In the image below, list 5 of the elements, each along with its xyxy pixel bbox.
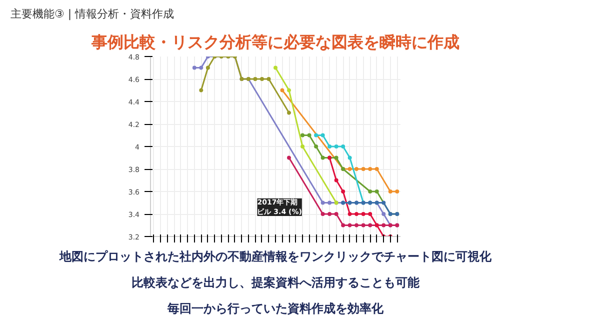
text: 毎回一から行っていた資料作成を効率化 (166, 302, 384, 316)
text: 地図にプロットされた社内外の不動産情報をワンクリックでチャート図に可視化 (58, 250, 492, 264)
chart-subtitle: 主要機能③ | 情報分析・資料作成 (10, 8, 174, 20)
text: 比較表などを出力し、提案資料へ活用することも可能 (132, 276, 420, 290)
chart-title: 事例比較・リスク分析等に必要な図表を瞬時に作成 (90, 32, 460, 52)
